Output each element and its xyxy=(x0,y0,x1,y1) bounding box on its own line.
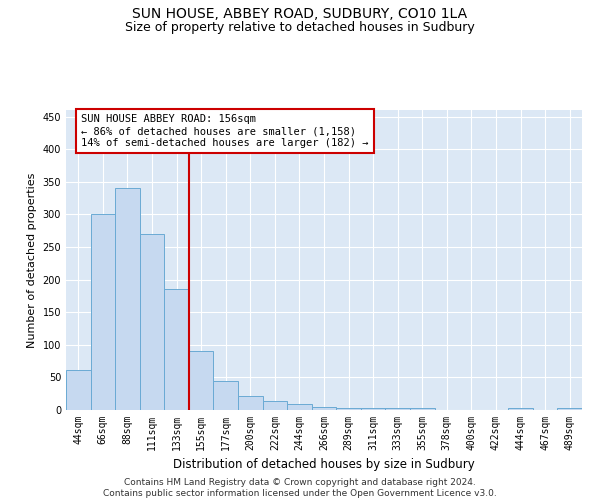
Bar xyxy=(189,352,214,410)
Bar xyxy=(287,404,312,410)
Bar xyxy=(336,408,361,410)
Bar xyxy=(164,290,189,410)
X-axis label: Distribution of detached houses by size in Sudbury: Distribution of detached houses by size … xyxy=(173,458,475,471)
Bar xyxy=(214,380,238,410)
Bar xyxy=(263,401,287,410)
Bar xyxy=(66,370,91,410)
Bar xyxy=(385,408,410,410)
Bar xyxy=(91,214,115,410)
Y-axis label: Number of detached properties: Number of detached properties xyxy=(27,172,37,348)
Text: Contains HM Land Registry data © Crown copyright and database right 2024.
Contai: Contains HM Land Registry data © Crown c… xyxy=(103,478,497,498)
Bar xyxy=(361,408,385,410)
Text: Size of property relative to detached houses in Sudbury: Size of property relative to detached ho… xyxy=(125,21,475,34)
Bar xyxy=(410,408,434,410)
Bar xyxy=(557,408,582,410)
Bar xyxy=(508,408,533,410)
Bar xyxy=(312,406,336,410)
Text: SUN HOUSE ABBEY ROAD: 156sqm
← 86% of detached houses are smaller (1,158)
14% of: SUN HOUSE ABBEY ROAD: 156sqm ← 86% of de… xyxy=(82,114,369,148)
Bar xyxy=(140,234,164,410)
Bar xyxy=(238,396,263,410)
Text: SUN HOUSE, ABBEY ROAD, SUDBURY, CO10 1LA: SUN HOUSE, ABBEY ROAD, SUDBURY, CO10 1LA xyxy=(133,8,467,22)
Bar xyxy=(115,188,140,410)
